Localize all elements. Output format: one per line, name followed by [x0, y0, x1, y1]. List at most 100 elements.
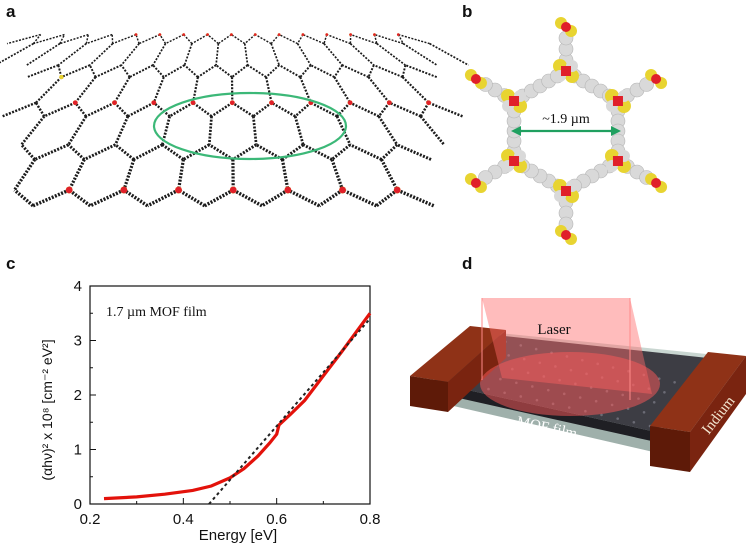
metal-node-sphere: [470, 74, 481, 84]
lattice-bond: [20, 115, 46, 146]
lattice-bond: [375, 188, 399, 208]
lattice-bond: [252, 101, 273, 118]
lattice-bond: [215, 43, 220, 66]
lattice-bond: [270, 43, 280, 66]
lattice-bond: [34, 102, 46, 117]
lattice-bond: [146, 188, 180, 208]
indium-right-top: [650, 352, 746, 432]
metal-node-sphere: [651, 74, 662, 84]
lattice-bond: [294, 101, 312, 118]
film-texture-dot: [632, 421, 636, 424]
lattice-bond: [152, 76, 165, 104]
lattice-atom: [190, 100, 196, 106]
lattice-bond: [85, 101, 116, 118]
lattice-bond: [161, 143, 185, 161]
indium-right-front: [650, 426, 690, 472]
lattice-bond: [217, 33, 232, 45]
lattice-bond: [67, 115, 88, 146]
lattice-bond: [388, 101, 422, 118]
lattice-bond: [376, 42, 406, 66]
lattice-bond: [302, 33, 325, 45]
lattice-bond: [310, 64, 335, 78]
lattice-bond: [265, 64, 280, 78]
lattice-bond: [89, 42, 114, 66]
lattice-bond: [401, 76, 430, 104]
lattice-bond: [373, 64, 403, 78]
lattice-bond: [333, 76, 352, 104]
lattice-atom: [349, 33, 352, 36]
lattice-bond: [402, 42, 438, 66]
lattice-bond: [89, 188, 125, 208]
metal-node-sphere: [561, 186, 571, 196]
lattice-atom: [229, 186, 237, 194]
lattice-bond: [350, 33, 378, 45]
lattice-bond: [120, 43, 140, 66]
lattice-bond: [207, 34, 219, 45]
lattice-bond: [61, 64, 91, 78]
lattice-bond: [163, 64, 186, 78]
lattice-bond: [326, 33, 351, 45]
lattice-bond: [310, 101, 338, 118]
x-tick-label: 0.4: [173, 511, 194, 528]
lattice-bond: [74, 101, 88, 118]
x-tick-label: 0.8: [360, 511, 381, 528]
lattice-bond: [138, 33, 161, 45]
lattice-bond: [232, 188, 263, 208]
metal-node-sphere: [561, 66, 571, 76]
lattice-bond: [287, 188, 320, 208]
film-texture-dot: [663, 391, 666, 394]
lattice-bond: [182, 143, 211, 161]
lattice-bond: [330, 158, 345, 191]
film-texture-dot: [507, 354, 510, 357]
lattice-atom: [230, 33, 233, 36]
lattice-bond: [396, 143, 432, 161]
lattice-bond: [323, 34, 328, 44]
lattice-bond: [111, 34, 114, 44]
lattice-bond: [59, 34, 66, 44]
lattice-bond: [429, 42, 469, 66]
lattice-bond: [13, 188, 35, 208]
lattice-bond: [398, 33, 430, 45]
pore-diameter-label: ~1.9 µm: [542, 112, 590, 127]
lattice-bond: [207, 116, 213, 145]
film-texture-dot: [642, 411, 646, 414]
metal-node-sphere: [470, 178, 481, 188]
lattice-bond: [428, 101, 463, 118]
lattice-atom: [347, 100, 353, 106]
film-texture-dot: [652, 401, 656, 404]
lattice-bond: [85, 34, 90, 44]
lattice-bond: [341, 64, 369, 78]
lattice-atom: [72, 100, 78, 106]
metal-node-sphere: [561, 230, 571, 240]
lattice-bond: [323, 43, 343, 66]
y-axis-label: (αhν)² x 10⁸ [cm⁻² eV²]: [39, 339, 55, 480]
indium-right-side: [690, 356, 746, 472]
lattice-bond: [112, 33, 137, 45]
metal-node-sphere: [651, 178, 662, 188]
lattice-bond: [243, 43, 249, 66]
lattice-bond: [349, 101, 380, 118]
lattice-bond: [215, 64, 233, 78]
laser-spot: [480, 352, 660, 416]
lattice-bond: [341, 188, 378, 208]
lattice-bond: [401, 64, 407, 78]
lattice-atom: [134, 33, 138, 36]
lattice-bond: [74, 76, 97, 104]
lattice-bond: [32, 188, 70, 208]
lattice-bond: [280, 159, 290, 191]
y-tick-label: 4: [74, 278, 82, 295]
lattice-bond: [296, 43, 312, 66]
lattice-bond: [176, 159, 185, 191]
lattice-bond: [192, 101, 213, 118]
lattice-bond: [113, 101, 129, 118]
x-tick-label: 0.6: [266, 511, 287, 528]
lattice-bond: [302, 143, 333, 161]
lattice-bond: [380, 143, 399, 161]
lattice-bond: [95, 64, 122, 78]
lattice-bond: [35, 76, 63, 104]
lattice-bond: [265, 76, 273, 103]
film-texture-dot: [519, 344, 523, 347]
panel-label-d: d: [462, 254, 473, 273]
metal-node-sphere: [612, 96, 623, 106]
lattice-bond: [33, 33, 65, 45]
